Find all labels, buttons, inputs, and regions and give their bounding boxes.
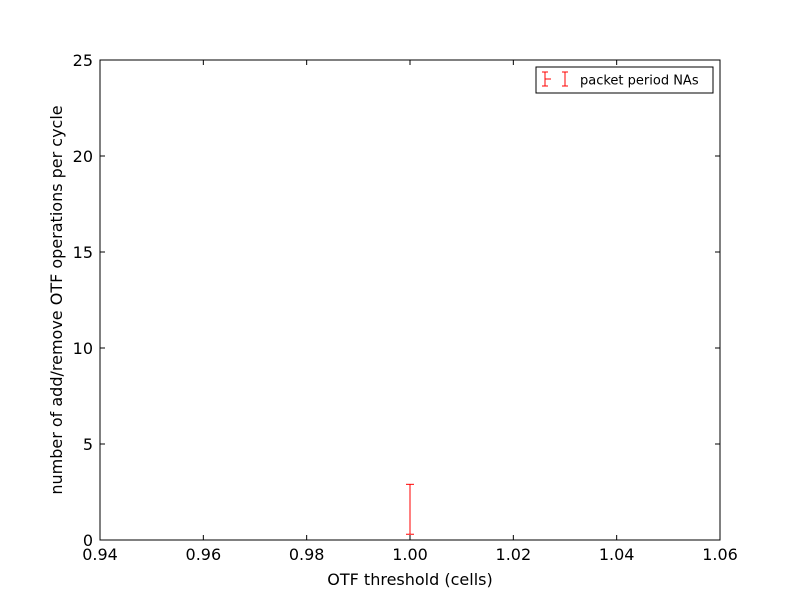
y-tick-label: 0 [83,531,93,550]
x-tick-label: 1.00 [392,545,428,564]
legend: packet period NAs [535,66,714,94]
data-marks [406,483,414,535]
x-axis-title: OTF threshold (cells) [327,570,492,589]
plot-area [99,59,721,541]
x-tick-label: 0.94 [82,545,118,564]
y-tick-label: 10 [73,339,93,358]
x-tick-label: 0.98 [289,545,325,564]
x-tick-label: 1.06 [702,545,738,564]
x-tick-label: 0.96 [186,545,222,564]
x-tick-label: 1.02 [496,545,532,564]
y-axis: 0 5 10 15 20 25 [73,51,720,550]
y-axis-title: number of add/remove OTF operations per … [47,105,66,494]
legend-errorbar-symbol [542,71,568,87]
x-tick-label: 1.04 [599,545,635,564]
x-axis: 0.94 0.96 0.98 1.00 1.02 1.04 1.06 [82,60,738,564]
y-tick-label: 15 [73,243,93,262]
y-tick-label: 5 [83,435,93,454]
legend-label: packet period NAs [580,74,699,89]
y-tick-label: 25 [73,51,93,70]
y-tick-label: 20 [73,147,93,166]
